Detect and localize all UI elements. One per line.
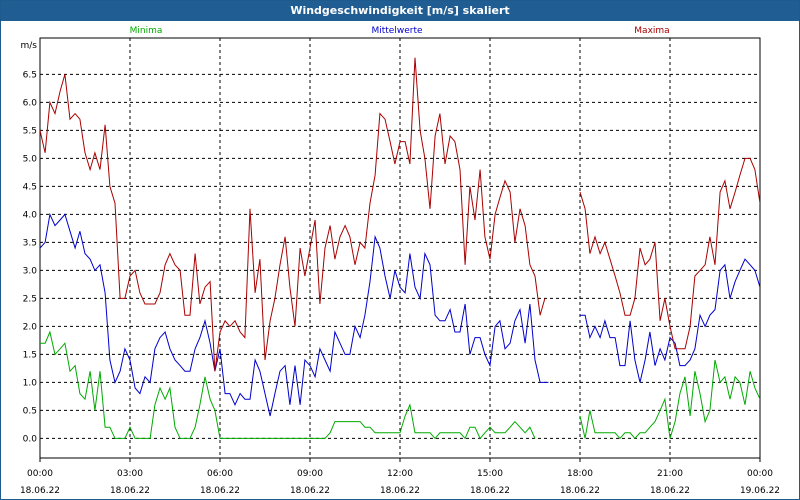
legend: Minima Mittelwerte Maxima	[130, 26, 670, 36]
y-tick-label: 0.5	[23, 406, 37, 416]
series-line-maxima	[579, 157, 760, 350]
x-tick-time: 00:00	[747, 469, 773, 479]
x-tick-time: 18:00	[567, 469, 593, 479]
series-line-minima	[579, 359, 760, 440]
series-line-mittelwerte	[580, 258, 760, 383]
x-tick-time: 09:00	[297, 469, 323, 479]
y-tick-label: 6.0	[23, 98, 38, 108]
x-tick-date: 18.06.22	[110, 486, 150, 496]
x-tick-time: 06:00	[207, 469, 233, 479]
x-tick-date: 18.06.22	[560, 486, 600, 496]
legend-maxima: Maxima	[634, 26, 669, 36]
y-tick-label: 5.0	[23, 154, 38, 164]
y-tick-label: 1.0	[23, 378, 38, 388]
x-tick-date: 18.06.22	[470, 486, 510, 496]
y-tick-label: 0.0	[23, 434, 38, 444]
x-tick-date: 18.06.22	[200, 486, 240, 496]
x-tick-date: 18.06.22	[650, 486, 690, 496]
y-tick-label: 4.5	[23, 182, 37, 192]
x-tick-date: 19.06.22	[740, 486, 780, 496]
series-line-minima	[40, 330, 536, 440]
y-tick-label: 2.5	[23, 294, 37, 304]
series-lines	[40, 57, 760, 440]
y-tick-label: 1.5	[23, 350, 37, 360]
x-tick-time: 03:00	[117, 469, 143, 479]
x-tick-date: 18.06.22	[380, 486, 420, 496]
x-tick-time: 21:00	[657, 469, 683, 479]
series-line-mittelwerte	[40, 212, 549, 417]
y-tick-label: 2.0	[23, 322, 38, 332]
x-tick-date: 18.06.22	[20, 486, 60, 496]
y-tick-label: 6.5	[23, 70, 37, 80]
x-tick-time: 12:00	[387, 469, 413, 479]
y-axis-unit: m/s	[21, 41, 38, 51]
x-tick-time: 00:00	[27, 469, 53, 479]
series-line-maxima	[40, 57, 546, 372]
grid-lines	[40, 38, 760, 458]
legend-minima: Minima	[130, 26, 163, 36]
legend-mittelwerte: Mittelwerte	[371, 26, 422, 36]
x-tick-date: 18.06.22	[290, 486, 330, 496]
x-tick-time: 15:00	[477, 469, 503, 479]
y-axis: 0.0 0.5 1.0 1.5 2.0 2.5 3.0 3.5 4.0 4.5 5.0 5.5 6.0 6…	[21, 41, 38, 444]
y-tick-label: 5.5	[23, 126, 37, 136]
y-tick-label: 4.0	[23, 210, 38, 220]
y-tick-label: 3.0	[23, 266, 38, 276]
y-tick-label: 3.5	[23, 238, 37, 248]
window-title: Windgeschwindigkeit [m/s] skaliert	[1, 1, 799, 21]
x-axis: 00:00 18.06.22 03:00 18.06.22 06:00 18.06.22 0…	[20, 458, 780, 496]
